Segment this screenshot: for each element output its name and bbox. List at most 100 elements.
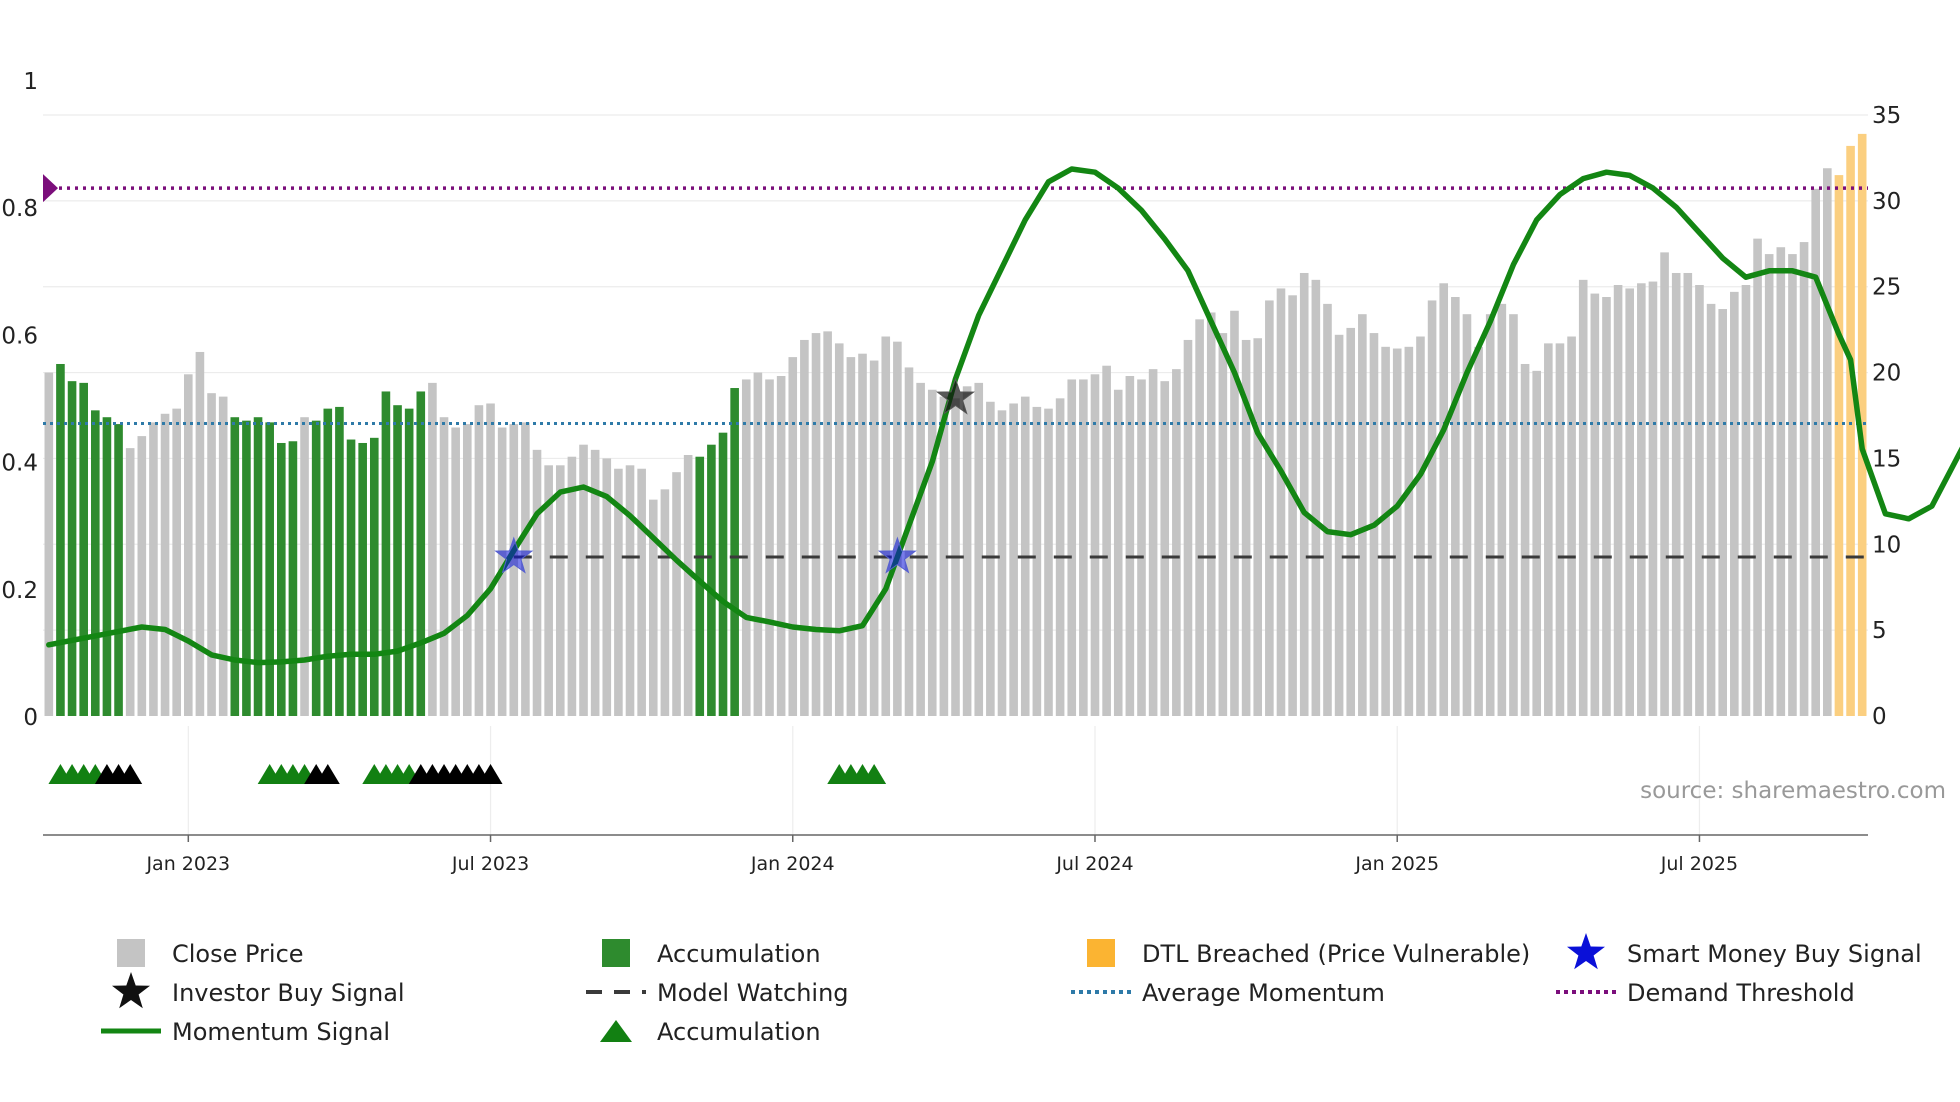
close-price-bar xyxy=(428,382,437,716)
legend-label: Average Momentum xyxy=(1142,979,1385,1007)
close-price-bar xyxy=(753,372,763,716)
left-axis-tick-label: 1 xyxy=(23,69,38,95)
close-price-bar xyxy=(1741,284,1751,716)
close-price-bar xyxy=(1299,272,1309,716)
close-price-bar xyxy=(300,417,309,716)
accumulation-bar xyxy=(242,420,251,716)
close-price-bar xyxy=(869,360,879,716)
legend-label: Accumulation xyxy=(657,940,821,968)
accumulation-bar xyxy=(114,424,123,716)
legend-label: Model Watching xyxy=(657,979,849,1007)
accumulation-bar xyxy=(404,408,414,716)
close-price-bar xyxy=(846,357,856,716)
close-price-bar xyxy=(567,456,577,716)
close-price-bar xyxy=(1753,238,1762,717)
close-price-bar xyxy=(137,436,147,716)
legend-label: DTL Breached (Price Vulnerable) xyxy=(1142,940,1530,968)
close-price-bar xyxy=(1683,272,1693,716)
close-price-bar xyxy=(439,417,449,716)
dtl-breached-bar xyxy=(1834,175,1844,717)
close-price-bar xyxy=(1788,254,1797,717)
close-price-bar xyxy=(1276,288,1286,716)
legend-dtl-swatch xyxy=(1087,939,1115,967)
close-price-bar xyxy=(927,389,937,716)
close-price-bar xyxy=(1218,333,1228,716)
close-price-bar xyxy=(1730,291,1739,716)
x-axis-tick-label: Jul 2023 xyxy=(451,853,529,875)
close-price-bar xyxy=(1509,314,1518,716)
close-price-bar xyxy=(1602,297,1611,716)
accumulation-bar xyxy=(288,441,298,716)
close-price-bar xyxy=(858,353,867,716)
close-price-bar xyxy=(1032,406,1042,716)
close-price-bar xyxy=(1718,309,1727,716)
close-price-bar xyxy=(1451,297,1460,716)
close-price-bar xyxy=(1311,279,1321,716)
close-price-bar xyxy=(1625,288,1635,716)
smart-money-buy-signal xyxy=(877,536,917,574)
close-price-bar xyxy=(1183,339,1193,716)
close-price-bar xyxy=(1067,379,1077,716)
close-price-bar xyxy=(1590,293,1600,716)
close-price-bar xyxy=(1706,303,1716,716)
close-price-bar xyxy=(1288,295,1297,716)
dtl-breached-bar xyxy=(1846,145,1855,716)
close-price-bar xyxy=(462,424,472,716)
accumulation-bar xyxy=(67,381,77,716)
x-axis-tick-label: Jan 2024 xyxy=(750,853,835,875)
legend-accumulation-triangle-icon xyxy=(600,1020,632,1042)
legend-label: Investor Buy Signal xyxy=(172,979,405,1007)
close-price-bar xyxy=(1776,247,1786,716)
close-price-bar xyxy=(555,465,565,716)
close-price-bar xyxy=(625,465,635,716)
close-price-bar xyxy=(44,372,54,716)
close-price-bar xyxy=(1160,381,1170,716)
accumulation-bar xyxy=(393,405,402,716)
smart-money-buy-signal xyxy=(494,536,534,574)
accumulation-bar xyxy=(102,417,112,716)
source-label: source: sharemaestro.com xyxy=(1640,778,1946,804)
close-price-bar xyxy=(1660,252,1669,716)
close-price-bar xyxy=(1358,314,1367,716)
close-price-bar xyxy=(451,427,460,716)
close-price-bar xyxy=(1427,300,1437,716)
accumulation-bar xyxy=(358,442,367,716)
close-price-bar xyxy=(1346,327,1356,716)
accumulation-bar xyxy=(265,422,274,716)
left-axis-tick-label: 0.2 xyxy=(1,578,38,604)
left-axis-tick-label: 0.6 xyxy=(1,323,38,349)
close-price-bar xyxy=(1544,343,1553,716)
accumulation-bar xyxy=(718,432,728,716)
investor-buy-signal xyxy=(935,377,976,415)
close-price-bar xyxy=(1671,272,1681,716)
close-price-bar xyxy=(1148,369,1158,716)
accumulation-bar xyxy=(323,408,333,716)
close-price-bar xyxy=(637,468,646,716)
close-price-bar xyxy=(788,357,798,716)
close-price-bar xyxy=(1253,338,1263,716)
close-price-bar xyxy=(974,382,984,716)
close-price-bar xyxy=(1532,370,1542,716)
dtl-breached-bar xyxy=(1857,133,1867,717)
accumulation-bar xyxy=(416,391,426,716)
close-price-bar xyxy=(1009,403,1018,716)
close-price-bar xyxy=(1172,369,1181,716)
close-price-bar xyxy=(997,410,1007,716)
x-axis-tick-label: Jan 2025 xyxy=(1354,853,1439,875)
close-price-bar xyxy=(614,468,623,716)
close-price-bar xyxy=(1485,314,1495,716)
close-price-bar xyxy=(1520,363,1530,716)
left-axis-tick-label: 0.4 xyxy=(1,451,38,477)
accumulation-bar xyxy=(707,444,716,716)
accumulation-triangle-black xyxy=(315,764,340,784)
legend-label: Smart Money Buy Signal xyxy=(1627,940,1922,968)
accumulation-bar xyxy=(253,417,263,716)
legend-investor-star-icon xyxy=(112,972,150,1009)
close-price-bar xyxy=(939,396,949,716)
close-price-bar xyxy=(1044,408,1053,716)
legend-label: Demand Threshold xyxy=(1627,979,1855,1007)
left-axis-tick-label: 0.8 xyxy=(1,196,38,222)
close-price-bar xyxy=(1265,300,1274,716)
